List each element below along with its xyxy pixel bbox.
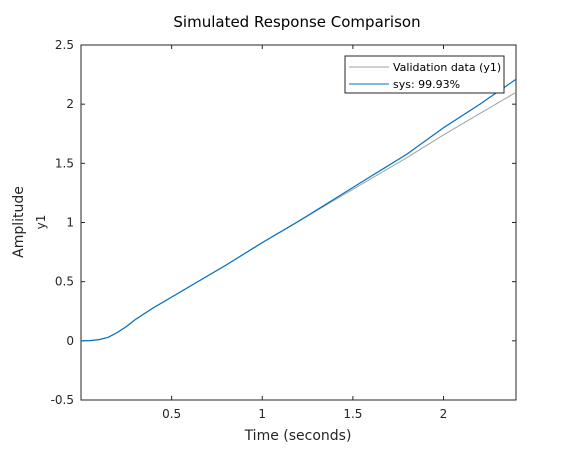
- y-tick-label: 0.5: [55, 275, 74, 289]
- legend: Validation data (y1) sys: 99.93%: [344, 55, 505, 94]
- legend-label-sys: sys: 99.93%: [393, 78, 460, 91]
- x-tick-label: 1: [258, 407, 266, 421]
- y-tick-label: 1.5: [55, 156, 74, 170]
- y-tick-label: 2.5: [55, 38, 74, 52]
- legend-label-validation: Validation data (y1): [393, 61, 501, 74]
- y-tick-label: -0.5: [51, 393, 74, 407]
- y-axis-channel-label: y1: [34, 215, 48, 230]
- chart-title: Simulated Response Comparison: [173, 13, 420, 31]
- legend-box: [344, 55, 505, 94]
- y-tick-label: 0: [66, 334, 74, 348]
- x-tick-label: 2: [440, 407, 448, 421]
- y-tick-label: 2: [66, 97, 74, 111]
- plot-area: [80, 44, 517, 401]
- x-axis-label: Time (seconds): [244, 428, 352, 444]
- y-axis-label: Amplitude: [11, 186, 27, 258]
- x-tick-label: 1.5: [343, 407, 362, 421]
- x-axis-ticks: 0.5 1 1.5 2: [162, 45, 447, 421]
- series-line-sys: [81, 78, 516, 342]
- x-tick-label: 0.5: [162, 407, 181, 421]
- y-axis-ticks: -0.5 0 0.5 1 1.5 2 2.5: [51, 38, 516, 407]
- series-layer: [81, 78, 516, 342]
- y-tick-label: 1: [66, 216, 74, 230]
